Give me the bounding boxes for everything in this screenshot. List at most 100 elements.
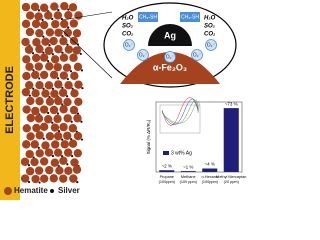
- oxygen-label: O₂⁻: [125, 42, 134, 48]
- value-label: ~2 %: [162, 163, 172, 168]
- value-label: ~73 %: [225, 101, 238, 106]
- silver-particle: [47, 60, 50, 63]
- hematite-particle: [25, 27, 35, 37]
- hematite-particle: [69, 53, 78, 62]
- hematite-particle: [26, 113, 36, 123]
- hematite-particle: [74, 11, 83, 20]
- hematite-particle: [39, 122, 49, 132]
- hematite-particle: [50, 89, 59, 98]
- hematite-particle: [25, 149, 34, 159]
- hematite-particle: [53, 131, 63, 141]
- hematite-particle: [41, 37, 50, 46]
- hematite-particle: [39, 20, 49, 30]
- hematite-particle: [31, 53, 41, 63]
- hematite-particle: [63, 97, 72, 107]
- hematite-particle: [45, 62, 54, 71]
- hematite-particle: [73, 131, 83, 141]
- hematite-particle: [50, 158, 60, 167]
- silver-particle: [67, 26, 70, 29]
- bar: [202, 168, 218, 172]
- hematite-particle: [39, 157, 49, 166]
- hematite-label: α-Fe₂O₃: [153, 62, 187, 72]
- hematite-particle: [53, 148, 63, 157]
- silver-particle: [61, 35, 64, 38]
- hematite-particle: [39, 3, 49, 12]
- oxygen-ion: [137, 49, 149, 61]
- hematite-particle: [41, 141, 50, 150]
- silver-particle: [69, 70, 73, 73]
- oxygen-ion: [191, 49, 203, 61]
- electrode-label: ELECTRODE: [4, 66, 16, 134]
- silver-particle: [42, 51, 45, 54]
- series-label: 3 wt% Ag: [171, 150, 192, 156]
- silver-particle: [48, 44, 51, 47]
- hematite-particle: [64, 45, 73, 54]
- silver-particle: [67, 8, 70, 11]
- category-label: Methyl Mercaptan (20 ppm): [216, 175, 246, 184]
- hematite-particle: [35, 28, 44, 38]
- hematite-particle: [44, 11, 53, 20]
- bar: [180, 171, 196, 172]
- hematite-particle: [55, 166, 64, 175]
- hematite-particle: [53, 11, 63, 20]
- hematite-particle: [60, 19, 69, 29]
- hematite-particle: [22, 140, 31, 149]
- hematite-particle: [31, 174, 40, 184]
- silver-particle: [70, 120, 73, 123]
- hematite-particle: [54, 96, 63, 106]
- value-label: ~1 %: [183, 164, 193, 169]
- hematite-particle: [50, 2, 59, 11]
- hematite-particle: [64, 10, 73, 20]
- hematite-particle: [35, 97, 44, 106]
- hematite-particle: [59, 174, 68, 183]
- hematite-particle: [22, 55, 31, 64]
- hematite-particle: [20, 157, 30, 166]
- legend-label: Silver: [58, 186, 80, 195]
- hematite-particle: [58, 88, 68, 97]
- silver-particle: [148, 24, 192, 46]
- hematite-particle: [39, 53, 49, 62]
- hematite-particle: [63, 131, 72, 140]
- hematite-particle: [26, 96, 35, 106]
- legend: Hematite Silver: [4, 186, 80, 195]
- hematite-particle: [22, 71, 31, 81]
- hematite-particle: [34, 12, 43, 21]
- hematite-particle: [34, 166, 44, 175]
- silver-particle: [66, 77, 69, 81]
- hematite-particle: [21, 2, 31, 12]
- hematite-particle: [39, 70, 49, 80]
- legend-swatch: [4, 187, 12, 195]
- silver-particle: [66, 163, 69, 166]
- series-swatch: [163, 151, 169, 155]
- hematite-particle: [21, 19, 31, 29]
- silver-particle: [66, 95, 69, 98]
- silver-particle: [28, 180, 31, 184]
- hematite-particle: [73, 114, 82, 123]
- hematite-particle: [32, 123, 41, 133]
- silver-particle: [42, 35, 45, 38]
- hematite-particle: [30, 2, 40, 12]
- hematite-particle: [22, 105, 31, 114]
- hematite-particle: [54, 80, 63, 89]
- hematite-particle: [59, 36, 68, 46]
- hematite-particle: [44, 46, 54, 55]
- hematite-particle: [49, 174, 58, 183]
- silver-particle: [32, 87, 35, 90]
- hematite-particle: [35, 149, 44, 158]
- hematite-particle: [49, 36, 58, 46]
- gas-label: SO₂: [122, 24, 134, 30]
- hematite-particle: [31, 89, 40, 98]
- inset-curve: [161, 101, 200, 124]
- silver-particle: [80, 138, 84, 141]
- hematite-particle: [25, 11, 35, 20]
- hematite-particle: [62, 63, 72, 72]
- graphical-abstract: ELECTRODE Ag α-Fe₂O₃ H₂O SO₂ CO₂ H₂O SO₂ CO₂ C…: [0, 0, 246, 200]
- hematite-particle: [44, 148, 54, 157]
- hematite-particle: [25, 80, 34, 90]
- hematite-particle: [35, 131, 44, 140]
- hematite-particle: [41, 89, 50, 98]
- silver-particle: [38, 77, 41, 80]
- legend-swatch: [50, 189, 54, 193]
- hematite-particle: [53, 62, 62, 72]
- legend-label: Hematite: [14, 186, 48, 195]
